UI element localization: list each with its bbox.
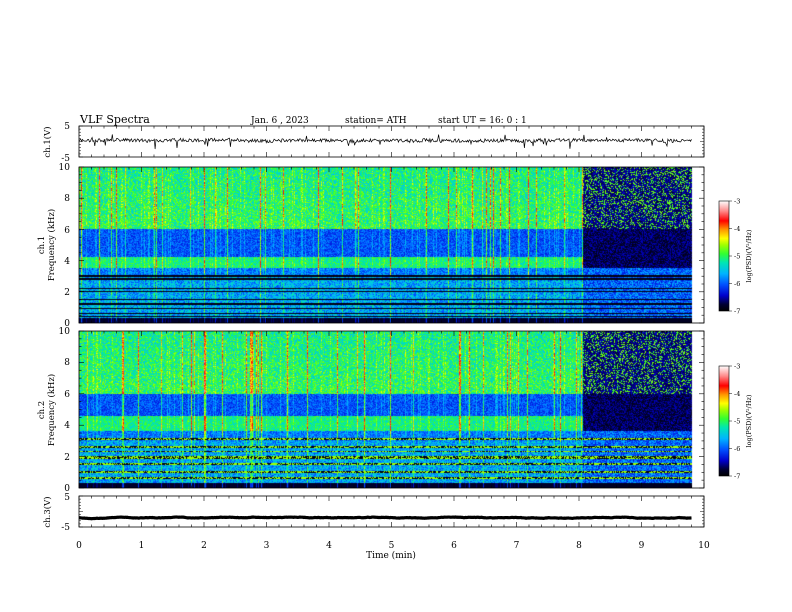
ch1-ytick-4: 4 [64,257,70,267]
ch1-ytick-0: 0 [64,319,70,329]
ch2-ytick-2: 2 [64,453,70,463]
ch1-colorbar-ticks: -3 -4 -5 -6 -7 [729,198,740,316]
ch2-ytick-4: 4 [64,421,70,431]
colorbar-tick-label: -3 [734,198,740,206]
ch2-spectrogram-image [79,331,693,488]
colorbar-tick-label: -4 [734,390,740,398]
colorbar-tick-label: -5 [734,418,740,426]
time-tick-label: 9 [639,541,645,551]
ch2-ytick-8: 8 [64,358,70,368]
ch1-waveform-trace [78,134,692,150]
ch2-colorbar-ticks: -3 -4 -5 -6 -7 [729,363,740,481]
time-tick-label: 3 [264,541,270,551]
colorbar-tick-label: -7 [734,473,740,481]
ch1-ytick-bottom: -5 [61,154,70,164]
time-tick-label: 2 [201,541,207,551]
ch2-ytick-0: 0 [64,484,70,494]
ch2-ytick-6: 6 [64,390,70,400]
ch3-ytick-bottom: -5 [61,523,70,533]
ch2-ytick-10: 10 [59,327,71,337]
time-tick-label: 6 [451,541,457,551]
ch1-ylabel: ch.1(V) [42,126,53,157]
colorbar-tick-label: -4 [734,225,740,233]
time-tick-label: 1 [139,541,145,551]
ch1-ytick-2: 2 [64,288,70,298]
ch3-ylabel: ch.3(V) [42,496,53,527]
ch1-ytick-6: 6 [64,226,70,236]
ch2-colorbar [718,365,730,477]
ch1-spec-ylabel: ch.1 Frequency (kHz) [37,209,57,281]
ch1-spec-ylabel-line1: ch.1 [37,236,47,254]
colorbar-tick-label: -7 [734,308,740,316]
ch3-waveform-ticks [78,495,705,528]
colorbar-tick-label: -5 [734,253,740,261]
ch3-waveform-panel: 5 -5 ch.3(V) [42,493,705,533]
ch1-ytick-top: 5 [64,122,70,132]
figure-title: VLF Spectra [79,113,150,126]
colorbar-tick-label: -6 [734,445,740,453]
time-tick-label: 8 [576,541,582,551]
ch1-spec-ylabel-line2: Frequency (kHz) [46,209,57,281]
ch1-spectrogram-ticks [78,166,705,324]
ch2-spectrogram-ticks [78,330,705,489]
time-tick-label: 7 [514,541,520,551]
ch1-waveform-ticks [78,125,705,158]
ch2-spec-ylabel: ch.2 Frequency (kHz) [37,374,57,446]
time-tick-label: 10 [698,541,710,551]
ch1-ytick-8: 8 [64,194,70,204]
ch1-spectrogram-panel: 0 2 4 6 8 10 ch.1 Frequency (kHz) [37,163,753,329]
ch3-waveform-trace [78,515,692,521]
ch2-spectrogram-panel: 0 2 4 6 8 10 ch.2 Frequency (kHz) -3 -4 -5… [37,327,753,494]
colorbar-tick-label: -3 [734,363,740,371]
date-label: Jan. 6 , 2023 [250,116,309,126]
time-axis-label: Time (min) [366,550,416,561]
colorbar-tick-label: -6 [734,280,740,288]
time-tick-label: 4 [326,541,332,551]
ch1-colorbar-label: log(PSD)(V²/Hz) [745,229,753,282]
ch2-spec-ylabel-line2: Frequency (kHz) [46,374,57,446]
station-label: station= ATH [345,116,407,126]
time-axis-tick-labels: 0 1 2 3 4 5 6 7 8 9 10 [76,541,710,551]
ch3-ytick-top: 5 [64,493,70,503]
ch2-spec-ylabel-line1: ch.2 [37,401,47,419]
time-tick-label: 0 [76,541,82,551]
ch1-colorbar [718,200,730,312]
ch1-waveform-panel: 5 -5 ch.1(V) [42,122,705,164]
ch1-ytick-10: 10 [59,163,71,173]
start-time-label: start UT = 16: 0 : 1 [438,116,527,126]
ch2-colorbar-label: log(PSD)(V²/Hz) [745,394,753,447]
ch1-spectrogram-image [79,167,693,323]
time-tick-label: 5 [389,541,395,551]
